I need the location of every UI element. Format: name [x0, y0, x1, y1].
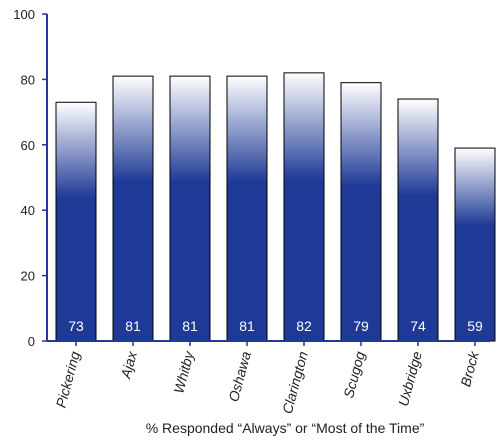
bar-value-label: 81: [125, 318, 141, 334]
y-tick-label: 40: [21, 203, 35, 218]
bar-value-label: 59: [467, 318, 483, 334]
x-tick-label: Scugog: [340, 349, 368, 399]
bar-value-label: 81: [239, 318, 255, 334]
x-axis-title: % Responded “Always” or “Most of the Tim…: [146, 420, 425, 436]
bar-value-label: 73: [68, 318, 84, 334]
x-tick-label: Brock: [457, 349, 482, 389]
x-tick-label: Oshawa: [225, 349, 254, 403]
y-tick-label: 100: [13, 7, 35, 22]
bars: 73 81 81 81 82 79 74 59: [55, 72, 496, 342]
bar: [112, 75, 154, 342]
x-tick-label: Whitby: [170, 349, 197, 395]
x-axis: Pickering Ajax Whitby Oshawa Clarington Scugo…: [47, 340, 490, 415]
bar: [397, 98, 439, 342]
y-tick-label: 0: [28, 334, 35, 349]
bar: [226, 75, 268, 342]
bar: [340, 82, 382, 342]
y-axis: 0 20 40 60 80 100: [13, 7, 48, 349]
y-tick-label: 80: [21, 72, 35, 87]
x-tick-label: Ajax: [117, 349, 140, 381]
x-tick-label: Pickering: [53, 349, 83, 409]
bar: [283, 72, 325, 342]
x-tick-label: Uxbridge: [395, 349, 425, 407]
x-tick-label: Clarington: [279, 349, 311, 415]
y-tick-label: 20: [21, 269, 35, 284]
bar: [454, 147, 496, 342]
bar: [55, 101, 97, 342]
bar-value-label: 82: [296, 318, 312, 334]
bar-value-label: 81: [182, 318, 198, 334]
bar-value-label: 79: [353, 318, 369, 334]
bar: [169, 75, 211, 342]
y-tick-label: 60: [21, 138, 35, 153]
bar-value-label: 74: [410, 318, 426, 334]
